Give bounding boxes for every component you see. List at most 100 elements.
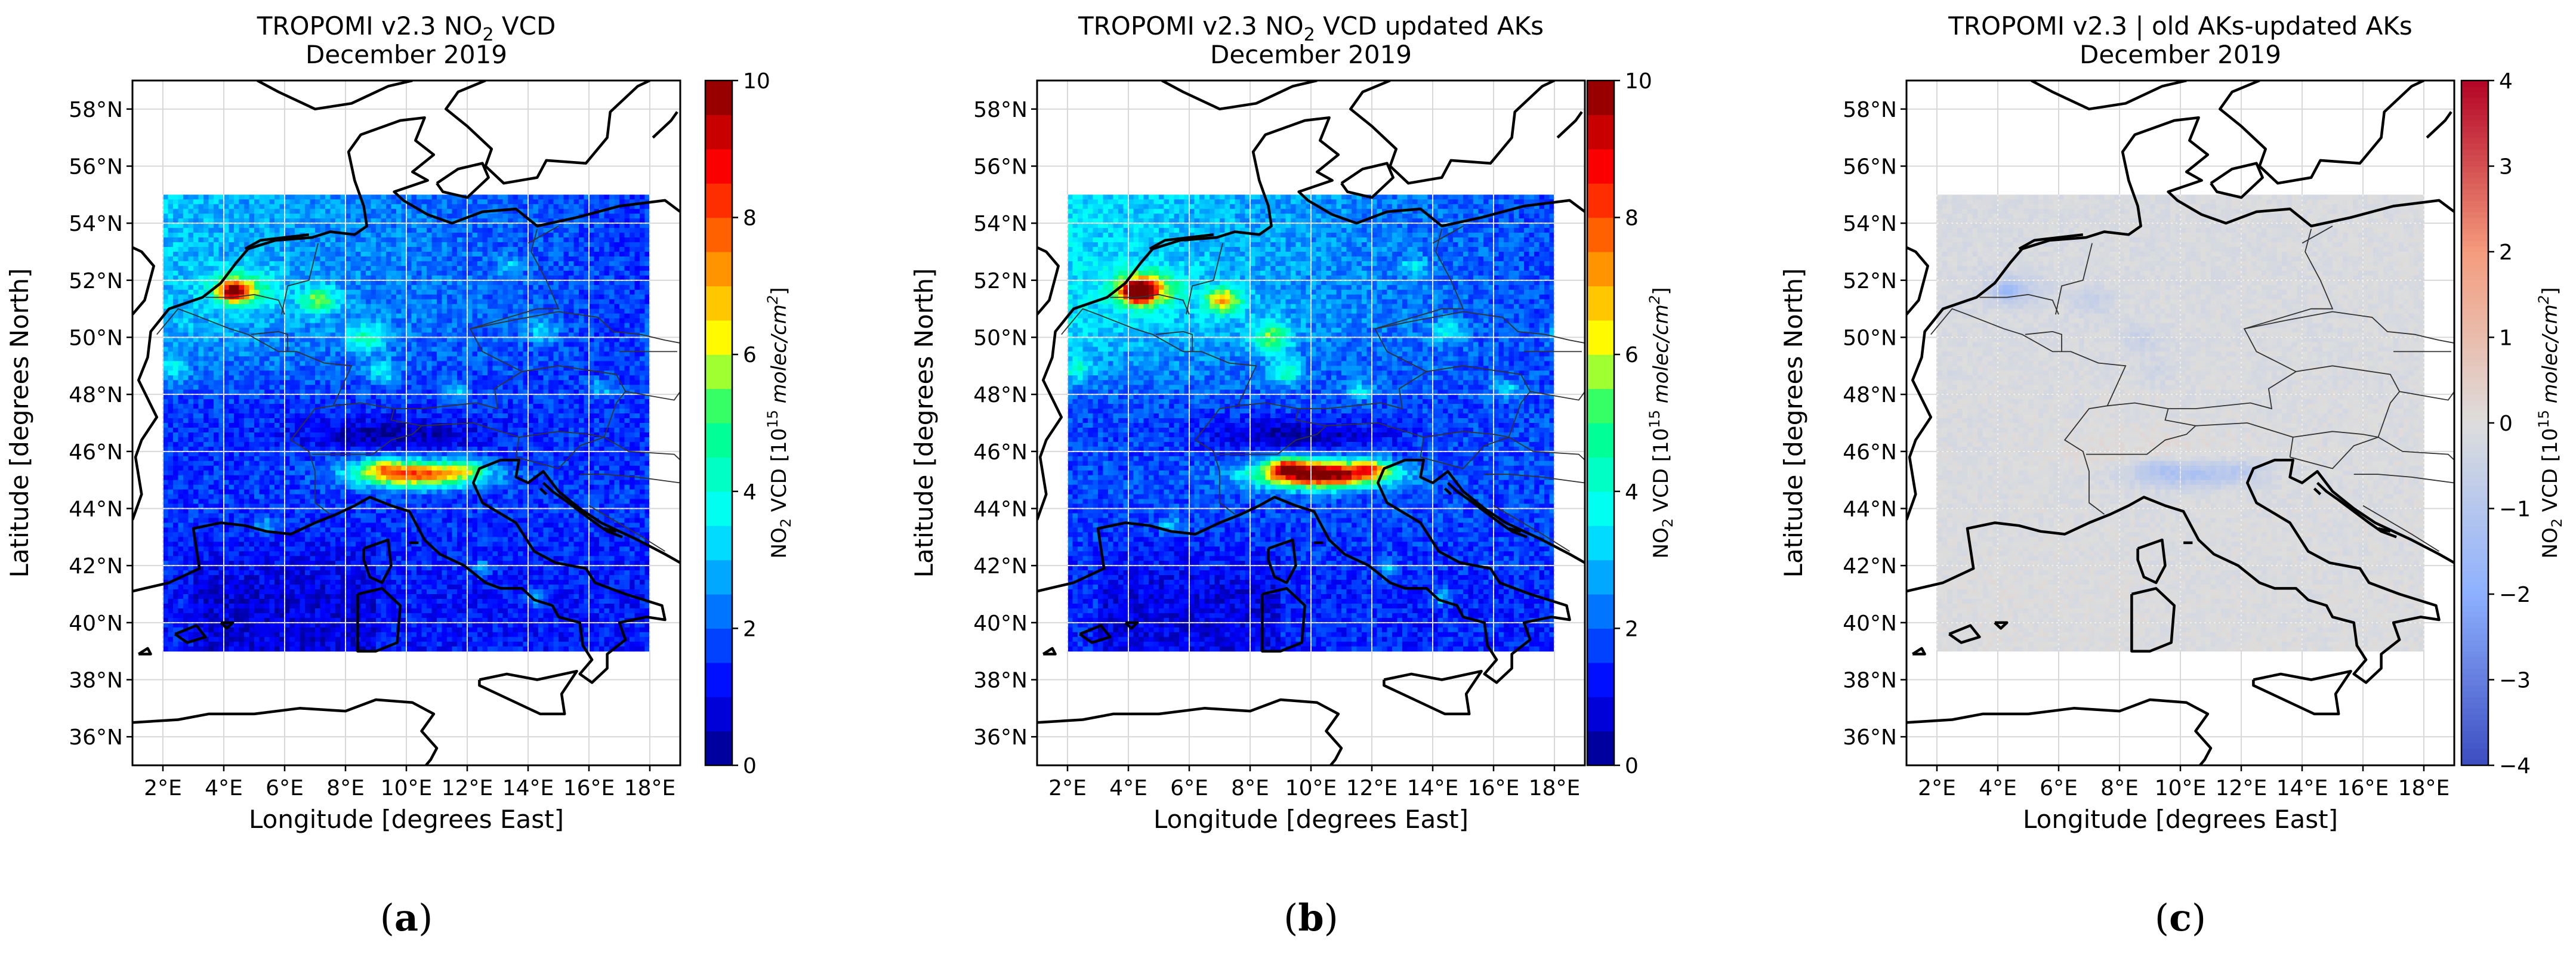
x-tick-label: 4°E xyxy=(1109,776,1147,801)
colorbar-tick-label: 2 xyxy=(2499,240,2513,265)
x-tick-label: 6°E xyxy=(1170,776,1208,801)
colorbar-segment xyxy=(705,697,732,731)
colorbar-segment xyxy=(2461,440,2488,446)
y-tick-label: 54°N xyxy=(69,212,123,236)
colorbar-segment xyxy=(2461,663,2488,669)
colorbar-segment xyxy=(2461,754,2488,760)
x-tick-label: 12°E xyxy=(2216,776,2268,801)
colorbar-segment xyxy=(705,663,732,697)
colorbar-segment xyxy=(705,149,732,184)
colorbar-segment xyxy=(2461,417,2488,423)
colorbar-segment xyxy=(2461,138,2488,144)
y-tick-label: 44°N xyxy=(69,497,123,522)
colorbar-segment xyxy=(2461,280,2488,286)
colorbar-segment xyxy=(705,115,732,149)
colorbar-tick-label: −3 xyxy=(2499,669,2531,693)
y-tick-label: 42°N xyxy=(973,554,1028,579)
colorbar-segment xyxy=(2461,234,2488,240)
colorbar-segment xyxy=(2461,412,2488,418)
x-tick-label: 6°E xyxy=(266,776,304,801)
colorbar-segment xyxy=(1587,594,1614,629)
x-tick-label: 14°E xyxy=(502,776,554,801)
y-tick-label: 36°N xyxy=(973,725,1028,750)
chart-title-tail: VCD updated AKs xyxy=(1315,11,1544,41)
colorbar-segment xyxy=(1587,526,1614,560)
colorbar-segment xyxy=(2461,372,2488,378)
colorbar-segment xyxy=(2461,240,2488,246)
chart-title-tail: VCD xyxy=(494,11,556,41)
colorbar-segment xyxy=(2461,103,2488,109)
colorbar-segment xyxy=(2461,737,2488,743)
panel-letter: (c) xyxy=(2155,896,2206,939)
y-tick-label: 56°N xyxy=(973,155,1028,180)
y-tick-label: 46°N xyxy=(69,440,123,465)
colorbar-segment xyxy=(2461,583,2488,589)
colorbar-segment xyxy=(705,731,732,766)
colorbar-segment xyxy=(2461,429,2488,435)
colorbar-segment xyxy=(2461,383,2488,389)
colorbar-label-sup: 15 xyxy=(1646,410,1663,428)
colorbar-segment xyxy=(1587,183,1614,218)
colorbar-segment xyxy=(2461,640,2488,646)
colorbar-segment xyxy=(705,286,732,320)
y-tick-label: 56°N xyxy=(69,155,123,180)
colorbar-segment xyxy=(2461,623,2488,629)
colorbar-segment xyxy=(1587,320,1614,355)
colorbar-segment xyxy=(2461,554,2488,560)
colorbar-segment xyxy=(2461,143,2488,149)
colorbar-segment xyxy=(2461,172,2488,178)
colorbar-segment xyxy=(2461,725,2488,731)
colorbar-label: NO2 VCD [1015 molec/cm2] xyxy=(764,288,794,559)
x-tick-label: 2°E xyxy=(1048,776,1087,801)
y-tick-label: 40°N xyxy=(69,611,123,636)
colorbar-segment xyxy=(705,526,732,560)
x-tick-label: 12°E xyxy=(442,776,493,801)
panel-letter-text: a xyxy=(394,896,418,939)
panel-letter-close: ) xyxy=(418,896,433,939)
colorbar-segment xyxy=(2461,605,2488,611)
colorbar-segment xyxy=(2461,531,2488,537)
colorbar-segment xyxy=(705,81,732,115)
colorbar-tick-label: 4 xyxy=(2499,69,2513,94)
chart-title-main: TROPOMI v2.3 NO xyxy=(257,11,483,41)
colorbar-segment xyxy=(705,457,732,492)
colorbar-label-mid: VCD [10 xyxy=(767,428,791,518)
x-tick-label: 16°E xyxy=(2337,776,2389,801)
colorbar-segment xyxy=(1587,663,1614,697)
coastline-10 xyxy=(1043,648,1055,654)
colorbar-segment xyxy=(2461,274,2488,280)
colorbar-segment xyxy=(2461,246,2488,252)
y-tick-label: 58°N xyxy=(973,98,1028,122)
colorbar-segment xyxy=(1587,731,1614,766)
colorbar-label-end: ] xyxy=(767,288,791,295)
colorbar-segment xyxy=(2461,697,2488,703)
x-tick-label: 18°E xyxy=(1529,776,1581,801)
colorbar-label-no: NO xyxy=(767,527,791,558)
colorbar-segment xyxy=(2461,286,2488,292)
colorbar-label: NO2 VCD [1015 molec/cm2] xyxy=(1646,288,1676,559)
colorbar-segment xyxy=(2461,120,2488,126)
colorbar-label-sub: 2 xyxy=(1659,518,1676,527)
colorbar-segment xyxy=(2461,714,2488,720)
colorbar-segment xyxy=(2461,548,2488,554)
panel-letter-open: ( xyxy=(1284,896,1298,939)
colorbar-segment xyxy=(2461,719,2488,725)
x-axis-label: Longitude [degrees East] xyxy=(249,805,564,834)
y-tick-label: 40°N xyxy=(1843,611,1897,636)
colorbar-label-unit: molec/cm xyxy=(1649,304,1673,410)
y-tick-label: 50°N xyxy=(69,326,123,351)
colorbar-tick-label: 10 xyxy=(743,69,770,94)
colorbar-segment xyxy=(2461,617,2488,623)
colorbar-label-mid: VCD [10 xyxy=(1649,428,1673,518)
colorbar-segment xyxy=(2461,486,2488,492)
x-tick-label: 16°E xyxy=(1468,776,1520,801)
y-tick-label: 36°N xyxy=(69,725,123,750)
coastline-4 xyxy=(2427,112,2451,138)
coastline-3 xyxy=(1341,163,1393,197)
colorbar-segment xyxy=(2461,206,2488,212)
colorbar-segment xyxy=(1587,697,1614,731)
colorbar-segment xyxy=(2461,218,2488,224)
coastline-1 xyxy=(1350,81,1554,183)
